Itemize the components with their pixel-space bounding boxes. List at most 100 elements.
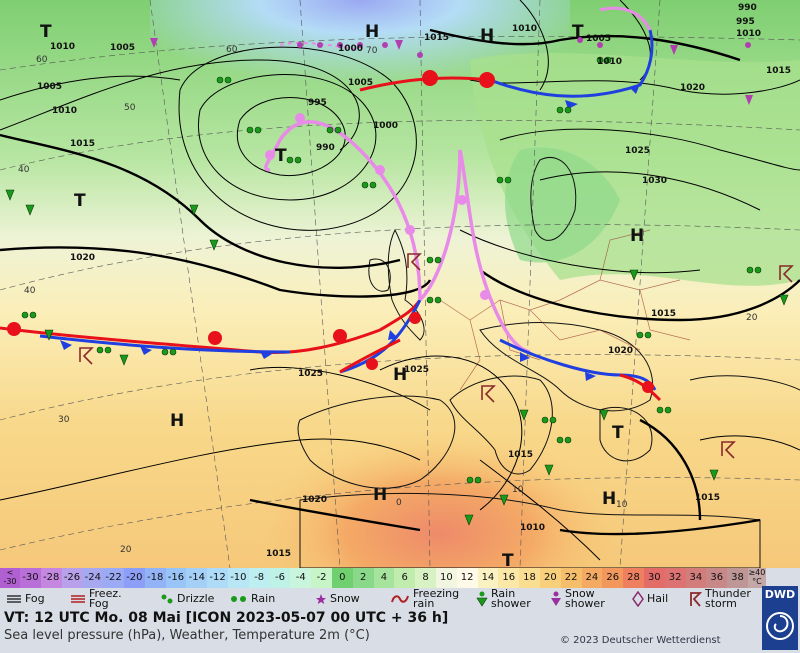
front-symbols	[7, 70, 654, 393]
low-center: T	[275, 146, 287, 166]
legend-thunderstorm: Thunder storm	[688, 588, 751, 610]
scale-cell: 26	[602, 568, 624, 588]
copyright: © 2023 Deutscher Wetterdienst	[560, 635, 721, 646]
scale-cell: -26	[61, 568, 83, 588]
thunderstorm-icon	[690, 592, 702, 607]
graticule	[0, 0, 800, 568]
occluded-front-north	[418, 149, 462, 302]
low-center: T	[40, 22, 52, 42]
scale-cell: 32	[664, 568, 686, 588]
snow-icon	[316, 594, 326, 604]
svg-text:10: 10	[616, 500, 628, 510]
svg-text:1025: 1025	[625, 146, 650, 156]
dwd-logo: DWD	[762, 586, 798, 650]
scandinavia-field	[505, 147, 620, 263]
scale-cell: 4	[373, 568, 395, 588]
scale-cell: -18	[144, 568, 166, 588]
scale-cell: -14	[186, 568, 208, 588]
svg-text:30: 30	[58, 415, 70, 425]
scale-cell: 6	[394, 568, 416, 588]
svg-text:40: 40	[18, 165, 30, 175]
weather-map: H H H H H H H T T T T T T 1005 1010 1015…	[0, 0, 800, 568]
valid-time: VT: 12 UTC Mo. 08 Mai [ICON 2023-05-07 0…	[4, 610, 449, 626]
scale-cell: -28	[40, 568, 62, 588]
svg-text:1015: 1015	[424, 33, 449, 43]
isobars	[0, 0, 800, 561]
dwd-swirl-icon	[766, 612, 794, 640]
svg-text:1015: 1015	[651, 309, 676, 319]
scale-cell: -8	[248, 568, 270, 588]
warm-front-north	[359, 76, 491, 92]
svg-text:1005: 1005	[110, 43, 135, 53]
scale-cell: -6	[269, 568, 291, 588]
svg-text:20: 20	[120, 545, 132, 555]
scale-below-cell: < -30	[0, 568, 20, 588]
scale-cell: 34	[685, 568, 707, 588]
scale-cell: -24	[82, 568, 104, 588]
freezing-fog-icon	[71, 595, 85, 603]
scale-cell: 14	[477, 568, 499, 588]
cold-front-north	[489, 29, 654, 98]
legend-panel: < -30 -30 -28 -26 -24 -22 -20 -18 -16 -14 -12 -10 -8-…	[0, 568, 800, 653]
scale-cell: 10	[435, 568, 457, 588]
svg-text:1015: 1015	[508, 450, 533, 460]
warm-air-area	[250, 340, 670, 568]
svg-text:1020: 1020	[680, 83, 705, 93]
scale-cell: -10	[227, 568, 249, 588]
occluded-front-northeast	[599, 6, 652, 31]
high-center: H	[365, 22, 379, 42]
temperature-scale: < -30 -30 -28 -26 -24 -22 -20 -18 -16 -14 -12 -10 -8-…	[0, 568, 800, 588]
svg-text:1020: 1020	[302, 495, 327, 505]
low-center: T	[572, 22, 584, 42]
svg-text:20: 20	[746, 313, 758, 323]
isobar-labels: 1005 1010 1015 1020 1025 1030 995 990 10…	[37, 3, 791, 559]
legend-freezing-fog: Freez. Fog	[70, 588, 122, 610]
cold-front-west	[39, 334, 291, 354]
svg-text:1005: 1005	[37, 82, 62, 92]
warm-front-channel	[339, 338, 401, 374]
low-center: T	[612, 423, 624, 443]
svg-text:995: 995	[736, 17, 755, 27]
svg-text:40: 40	[24, 286, 36, 296]
country-borders	[439, 229, 691, 391]
high-center: H	[373, 485, 387, 505]
scale-cell: 0	[331, 568, 353, 588]
svg-text:1010: 1010	[520, 523, 545, 533]
legend-rain-shower: Rain shower	[476, 588, 531, 610]
pressure-centers: H H H H H H H T T T T T T	[40, 22, 644, 568]
svg-text:1005: 1005	[348, 78, 373, 88]
low-center: T	[74, 191, 86, 211]
svg-text:1010: 1010	[597, 57, 622, 67]
svg-text:1010: 1010	[736, 29, 761, 39]
svg-text:1020: 1020	[608, 346, 633, 356]
high-center: H	[630, 226, 644, 246]
high-center: H	[480, 26, 494, 46]
svg-text:70: 70	[366, 46, 378, 56]
svg-text:1015: 1015	[766, 66, 791, 76]
svg-text:1010: 1010	[50, 42, 75, 52]
legend-drizzle: Drizzle	[160, 588, 214, 610]
scale-cell: 18	[519, 568, 540, 588]
svg-text:1010: 1010	[52, 106, 77, 116]
svg-text:1000: 1000	[373, 121, 398, 131]
rain-shower-icon	[476, 591, 488, 607]
scale-cell: -16	[165, 568, 187, 588]
scale-cell: -20	[123, 568, 145, 588]
scale-cell: -30	[20, 568, 41, 588]
cold-front-balkans	[499, 338, 657, 391]
scale-cell: 24	[581, 568, 603, 588]
scale-cell: 20	[539, 568, 561, 588]
svg-text:50: 50	[124, 103, 136, 113]
scale-cell: 22	[560, 568, 582, 588]
snow-shower-icon	[551, 591, 561, 606]
scale-cell: 38	[727, 568, 748, 588]
scale-cell: -4	[290, 568, 312, 588]
svg-text:1015: 1015	[266, 549, 291, 559]
svg-text:1030: 1030	[642, 176, 667, 186]
scale-cell: 36	[706, 568, 728, 588]
legend-snow-shower: Snow shower	[550, 588, 605, 610]
svg-text:1005: 1005	[586, 34, 611, 44]
svg-text:1015: 1015	[70, 139, 95, 149]
scale-cell: -12	[207, 568, 228, 588]
legend-hail: Hail	[632, 588, 668, 610]
